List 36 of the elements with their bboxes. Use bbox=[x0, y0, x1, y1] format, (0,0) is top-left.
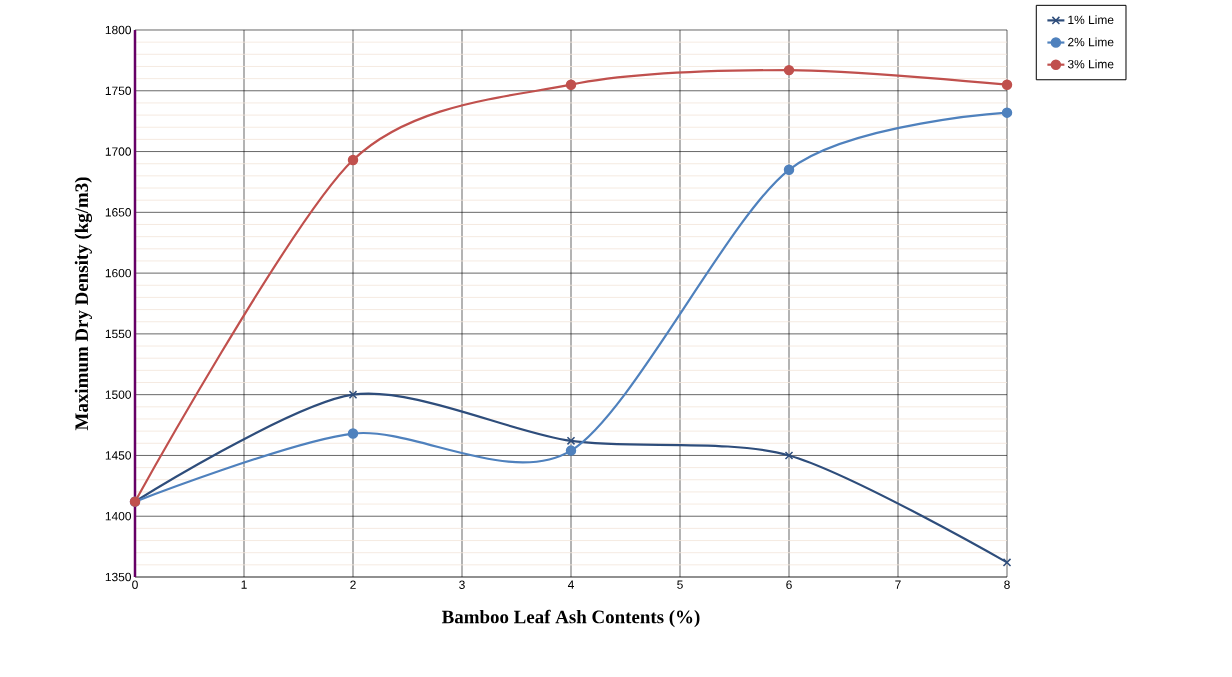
point bbox=[565, 445, 577, 456]
y-tick-label: 1600 bbox=[105, 268, 132, 278]
legend-label: 1% Lime bbox=[1068, 15, 1114, 25]
point bbox=[784, 451, 794, 460]
y-tick-label: 1350 bbox=[105, 572, 132, 582]
point bbox=[347, 154, 359, 166]
point bbox=[565, 79, 577, 90]
x-tick-label: 1 bbox=[241, 580, 247, 589]
point bbox=[348, 390, 358, 399]
point bbox=[566, 436, 576, 446]
x-tick-label: 4 bbox=[567, 580, 574, 589]
y-tick-label: 1750 bbox=[105, 86, 132, 95]
x-tick-label: 0 bbox=[132, 580, 138, 589]
point bbox=[1002, 558, 1012, 567]
point bbox=[1001, 79, 1013, 90]
x-tick-label: 2 bbox=[350, 580, 356, 589]
y-tick-label: 1650 bbox=[105, 208, 132, 217]
y-tick-label: 1550 bbox=[105, 329, 132, 339]
x-axis-title: Bamboo Leaf Ash Contents (%) bbox=[441, 609, 700, 628]
point bbox=[783, 164, 795, 176]
legend-label: 2% Lime bbox=[1068, 37, 1114, 47]
y-tick-label: 1450 bbox=[105, 451, 132, 460]
y-tick-label: 1400 bbox=[105, 511, 132, 521]
legend-label: 3% Lime bbox=[1067, 59, 1114, 69]
x-tick-label: 8 bbox=[1004, 580, 1010, 589]
point bbox=[1001, 107, 1013, 118]
y-axis-title: Maximum Dry Density (kg/m3) bbox=[74, 177, 93, 431]
point bbox=[783, 64, 795, 76]
x-tick-label: 3 bbox=[459, 580, 465, 589]
y-tick-label: 1800 bbox=[105, 25, 132, 35]
y-tick-label: 1500 bbox=[105, 390, 132, 399]
x-tick-label: 7 bbox=[895, 580, 901, 589]
x-tick-label: 5 bbox=[677, 580, 683, 589]
x-tick-label: 6 bbox=[786, 580, 792, 589]
point bbox=[347, 428, 359, 439]
y-tick-label: 1700 bbox=[105, 147, 132, 156]
